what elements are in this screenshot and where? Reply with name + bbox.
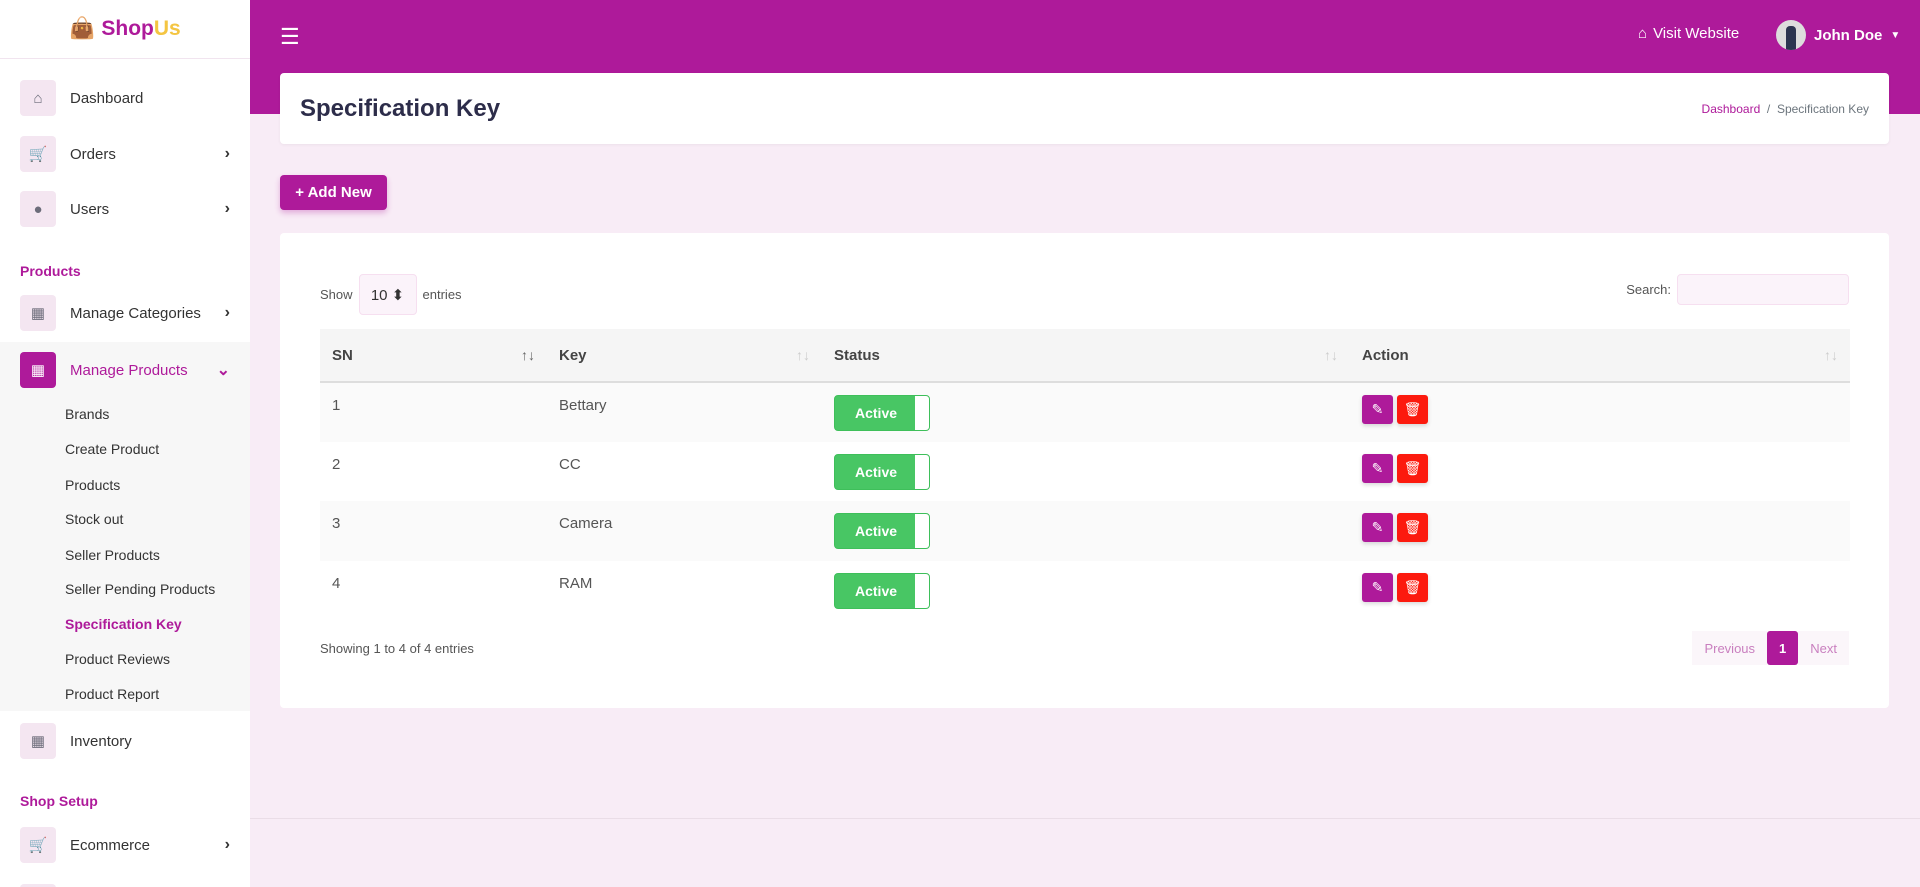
sidebar-sub-stock-out[interactable]: Stock out <box>65 511 124 527</box>
avatar <box>1776 20 1806 50</box>
sort-icon: ↑↓ <box>1324 347 1338 363</box>
cell-key: RAM <box>559 574 593 592</box>
sort-icon: ↑↓ <box>1824 347 1838 363</box>
sidebar-item-inventory[interactable]: ▦ Inventory <box>0 714 250 768</box>
next-button[interactable]: Next <box>1798 631 1849 665</box>
page-1-button[interactable]: 1 <box>1767 631 1799 665</box>
sidebar-sub-seller-pending-products[interactable]: Seller Pending Products <box>65 581 216 597</box>
page-title: Specification Key <box>300 95 501 122</box>
pagination: Previous 1 Next <box>1692 631 1849 665</box>
breadcrumb: Dashboard / Specification Key <box>1701 102 1869 116</box>
table-card: Show 10 ⬍ entries Search: SN ↑↓ Key ↑↓ Statu… <box>280 233 1889 708</box>
table-row: 2 CC Active ✎ 🗑 <box>320 442 1850 502</box>
chevron-right-icon: › <box>224 145 230 162</box>
cell-key: Camera <box>547 501 822 561</box>
table-row: 3 Camera Active ✎ 🗑 <box>320 501 1850 561</box>
cell-sn: 1 <box>320 382 547 442</box>
entries-select[interactable]: 10 ⬍ <box>358 274 417 315</box>
sort-icon: ↑↓ <box>521 347 535 363</box>
sidebar-sub-products[interactable]: Products <box>65 477 121 493</box>
sidebar-item-manage-products[interactable]: ▦ Manage Products ⌄ <box>0 343 250 397</box>
edit-icon[interactable]: ✎ <box>1362 513 1393 542</box>
table-info: Showing 1 to 4 of 4 entries <box>320 641 474 656</box>
table-row: 1 Bettary Active ✎ 🗑 <box>320 382 1850 442</box>
status-toggle[interactable]: Active <box>834 572 930 609</box>
edit-icon[interactable]: ✎ <box>1362 453 1393 483</box>
section-shop-setup: Shop Setup <box>20 793 98 809</box>
column-key[interactable]: Key ↑↓ <box>547 329 822 383</box>
sidebar: 👜 Shop Us ⌂ Dashboard 🛒 Orders › ● Users › Prod… <box>0 0 250 887</box>
status-toggle[interactable]: Active <box>834 453 930 490</box>
sidebar-sub-product-report[interactable]: Product Report <box>65 686 160 702</box>
home-icon: ⌂ <box>20 80 56 116</box>
home-icon: ⌂ <box>1638 25 1648 42</box>
sidebar-sub-brands[interactable]: Brands <box>65 406 110 422</box>
search-input[interactable] <box>1677 274 1849 305</box>
chevron-down-icon: ⌄ <box>216 362 230 379</box>
entries-length: Show 10 ⬍ entries <box>320 274 462 315</box>
trash-icon[interactable]: 🗑 <box>1397 572 1428 602</box>
sidebar-sub-product-reviews[interactable]: Product Reviews <box>65 651 171 667</box>
menu-icon <box>20 884 56 887</box>
chevron-right-icon: › <box>224 836 230 853</box>
edit-icon[interactable]: ✎ <box>1362 395 1393 424</box>
section-products: Products <box>20 263 81 279</box>
sidebar-item-users[interactable]: ● Users › <box>0 182 250 236</box>
column-status[interactable]: Status ↑↓ <box>822 329 1350 383</box>
user-menu[interactable]: John Doe ▼ <box>1776 20 1900 50</box>
cart-icon: 🛒 <box>20 136 56 172</box>
trash-icon[interactable]: 🗑 <box>1397 395 1428 424</box>
page-header: Specification Key Dashboard / Specificat… <box>280 73 1889 144</box>
cell-key: Bettary <box>547 382 822 442</box>
data-table: SN ↑↓ Key ↑↓ Status ↑↓ Action ↑↓ 1 Bettary A… <box>320 329 1850 620</box>
grid-icon: ▦ <box>20 295 56 331</box>
caret-down-icon: ▼ <box>1890 29 1901 41</box>
grid-icon: ▦ <box>20 723 56 759</box>
trash-icon[interactable]: 🗑 <box>1397 513 1428 542</box>
sidebar-sub-seller-products[interactable]: Seller Products <box>65 547 160 563</box>
sidebar-item-more[interactable] <box>0 875 250 887</box>
status-toggle[interactable]: Active <box>834 395 930 431</box>
sidebar-item-manage-categories[interactable]: ▦ Manage Categories › <box>0 286 250 340</box>
sidebar-item-ecommerce[interactable]: 🛒 Ecommerce › <box>0 818 250 872</box>
hamburger-menu-icon[interactable]: ☰ <box>280 24 300 49</box>
grid-icon: ▦ <box>20 352 56 388</box>
cell-key: CC <box>559 455 581 473</box>
sidebar-item-dashboard[interactable]: ⌂ Dashboard <box>0 71 250 125</box>
user-icon: ● <box>20 191 56 227</box>
column-action[interactable]: Action ↑↓ <box>1350 329 1850 383</box>
previous-button[interactable]: Previous <box>1692 631 1768 665</box>
trash-icon[interactable]: 🗑 <box>1397 453 1428 483</box>
footer <box>250 818 1920 819</box>
column-sn[interactable]: SN ↑↓ <box>320 329 547 383</box>
sidebar-item-orders[interactable]: 🛒 Orders › <box>0 127 250 181</box>
sidebar-sub-create-product[interactable]: Create Product <box>65 441 160 457</box>
edit-icon[interactable]: ✎ <box>1362 572 1393 602</box>
breadcrumb-dashboard[interactable]: Dashboard <box>1701 102 1761 116</box>
search: Search: <box>1626 274 1849 305</box>
logo[interactable]: 👜 Shop Us <box>0 0 250 59</box>
sort-icon: ↑↓ <box>796 347 810 363</box>
chevron-right-icon: › <box>224 200 230 217</box>
visit-website-link[interactable]: ⌂ Visit Website <box>1638 25 1740 42</box>
add-new-button[interactable]: + Add New <box>280 175 387 210</box>
status-toggle[interactable]: Active <box>834 513 930 549</box>
chevron-right-icon: › <box>224 304 230 321</box>
cart-icon: 🛒 <box>20 827 56 863</box>
table-row: 4 RAM Active ✎ 🗑 <box>320 561 1850 621</box>
bag-icon: 👜 <box>69 17 96 40</box>
cell-sn: 3 <box>320 501 547 561</box>
cell-sn: 2 <box>332 455 341 473</box>
cell-sn: 4 <box>332 574 341 592</box>
sidebar-sub-specification-key[interactable]: Specification Key <box>65 616 182 632</box>
